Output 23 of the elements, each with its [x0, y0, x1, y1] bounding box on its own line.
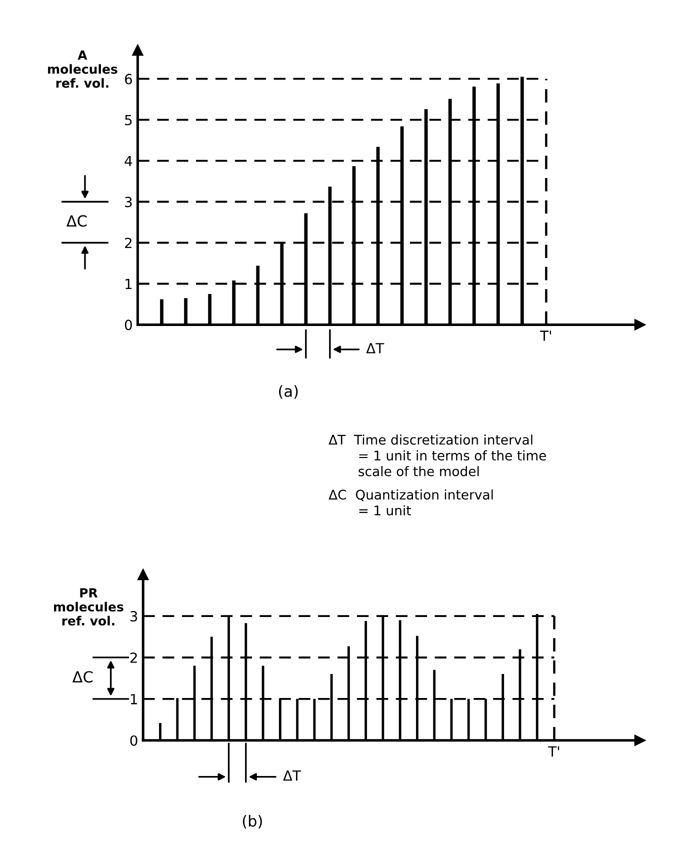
text: ΔC Quantization interval = 1 unit [328, 489, 493, 516]
y-tick-label: 6 [124, 74, 132, 84]
text: ΔT Time discretization interval = 1 unit in terms of the time scale of the model [328, 434, 546, 476]
y-axis-title: PR molecules ref. vol. [54, 588, 124, 626]
y-axis-title: A molecules ref. vol. [48, 50, 118, 88]
x-tick-label: T' [540, 330, 552, 341]
y-tick-label: 3 [130, 611, 138, 622]
text: ΔT [283, 770, 301, 781]
y-tick-label: 2 [125, 238, 132, 248]
y-tick-label: 0 [130, 735, 138, 746]
text: (a) [279, 385, 298, 399]
text: ΔC [72, 671, 93, 683]
text: ΔC [66, 215, 87, 227]
y-tick-label: 5 [125, 114, 132, 126]
text: ΔT [366, 343, 384, 354]
y-tick-label: 1 [126, 278, 132, 289]
y-tick-label: 0 [124, 320, 132, 330]
y-tick-label: 2 [130, 652, 137, 663]
text: (b) [242, 814, 262, 829]
y-tick-label: 4 [124, 156, 132, 166]
x-tick-label: T' [548, 746, 560, 756]
y-tick-label: 1 [130, 694, 137, 704]
y-tick-label: 3 [125, 196, 132, 208]
